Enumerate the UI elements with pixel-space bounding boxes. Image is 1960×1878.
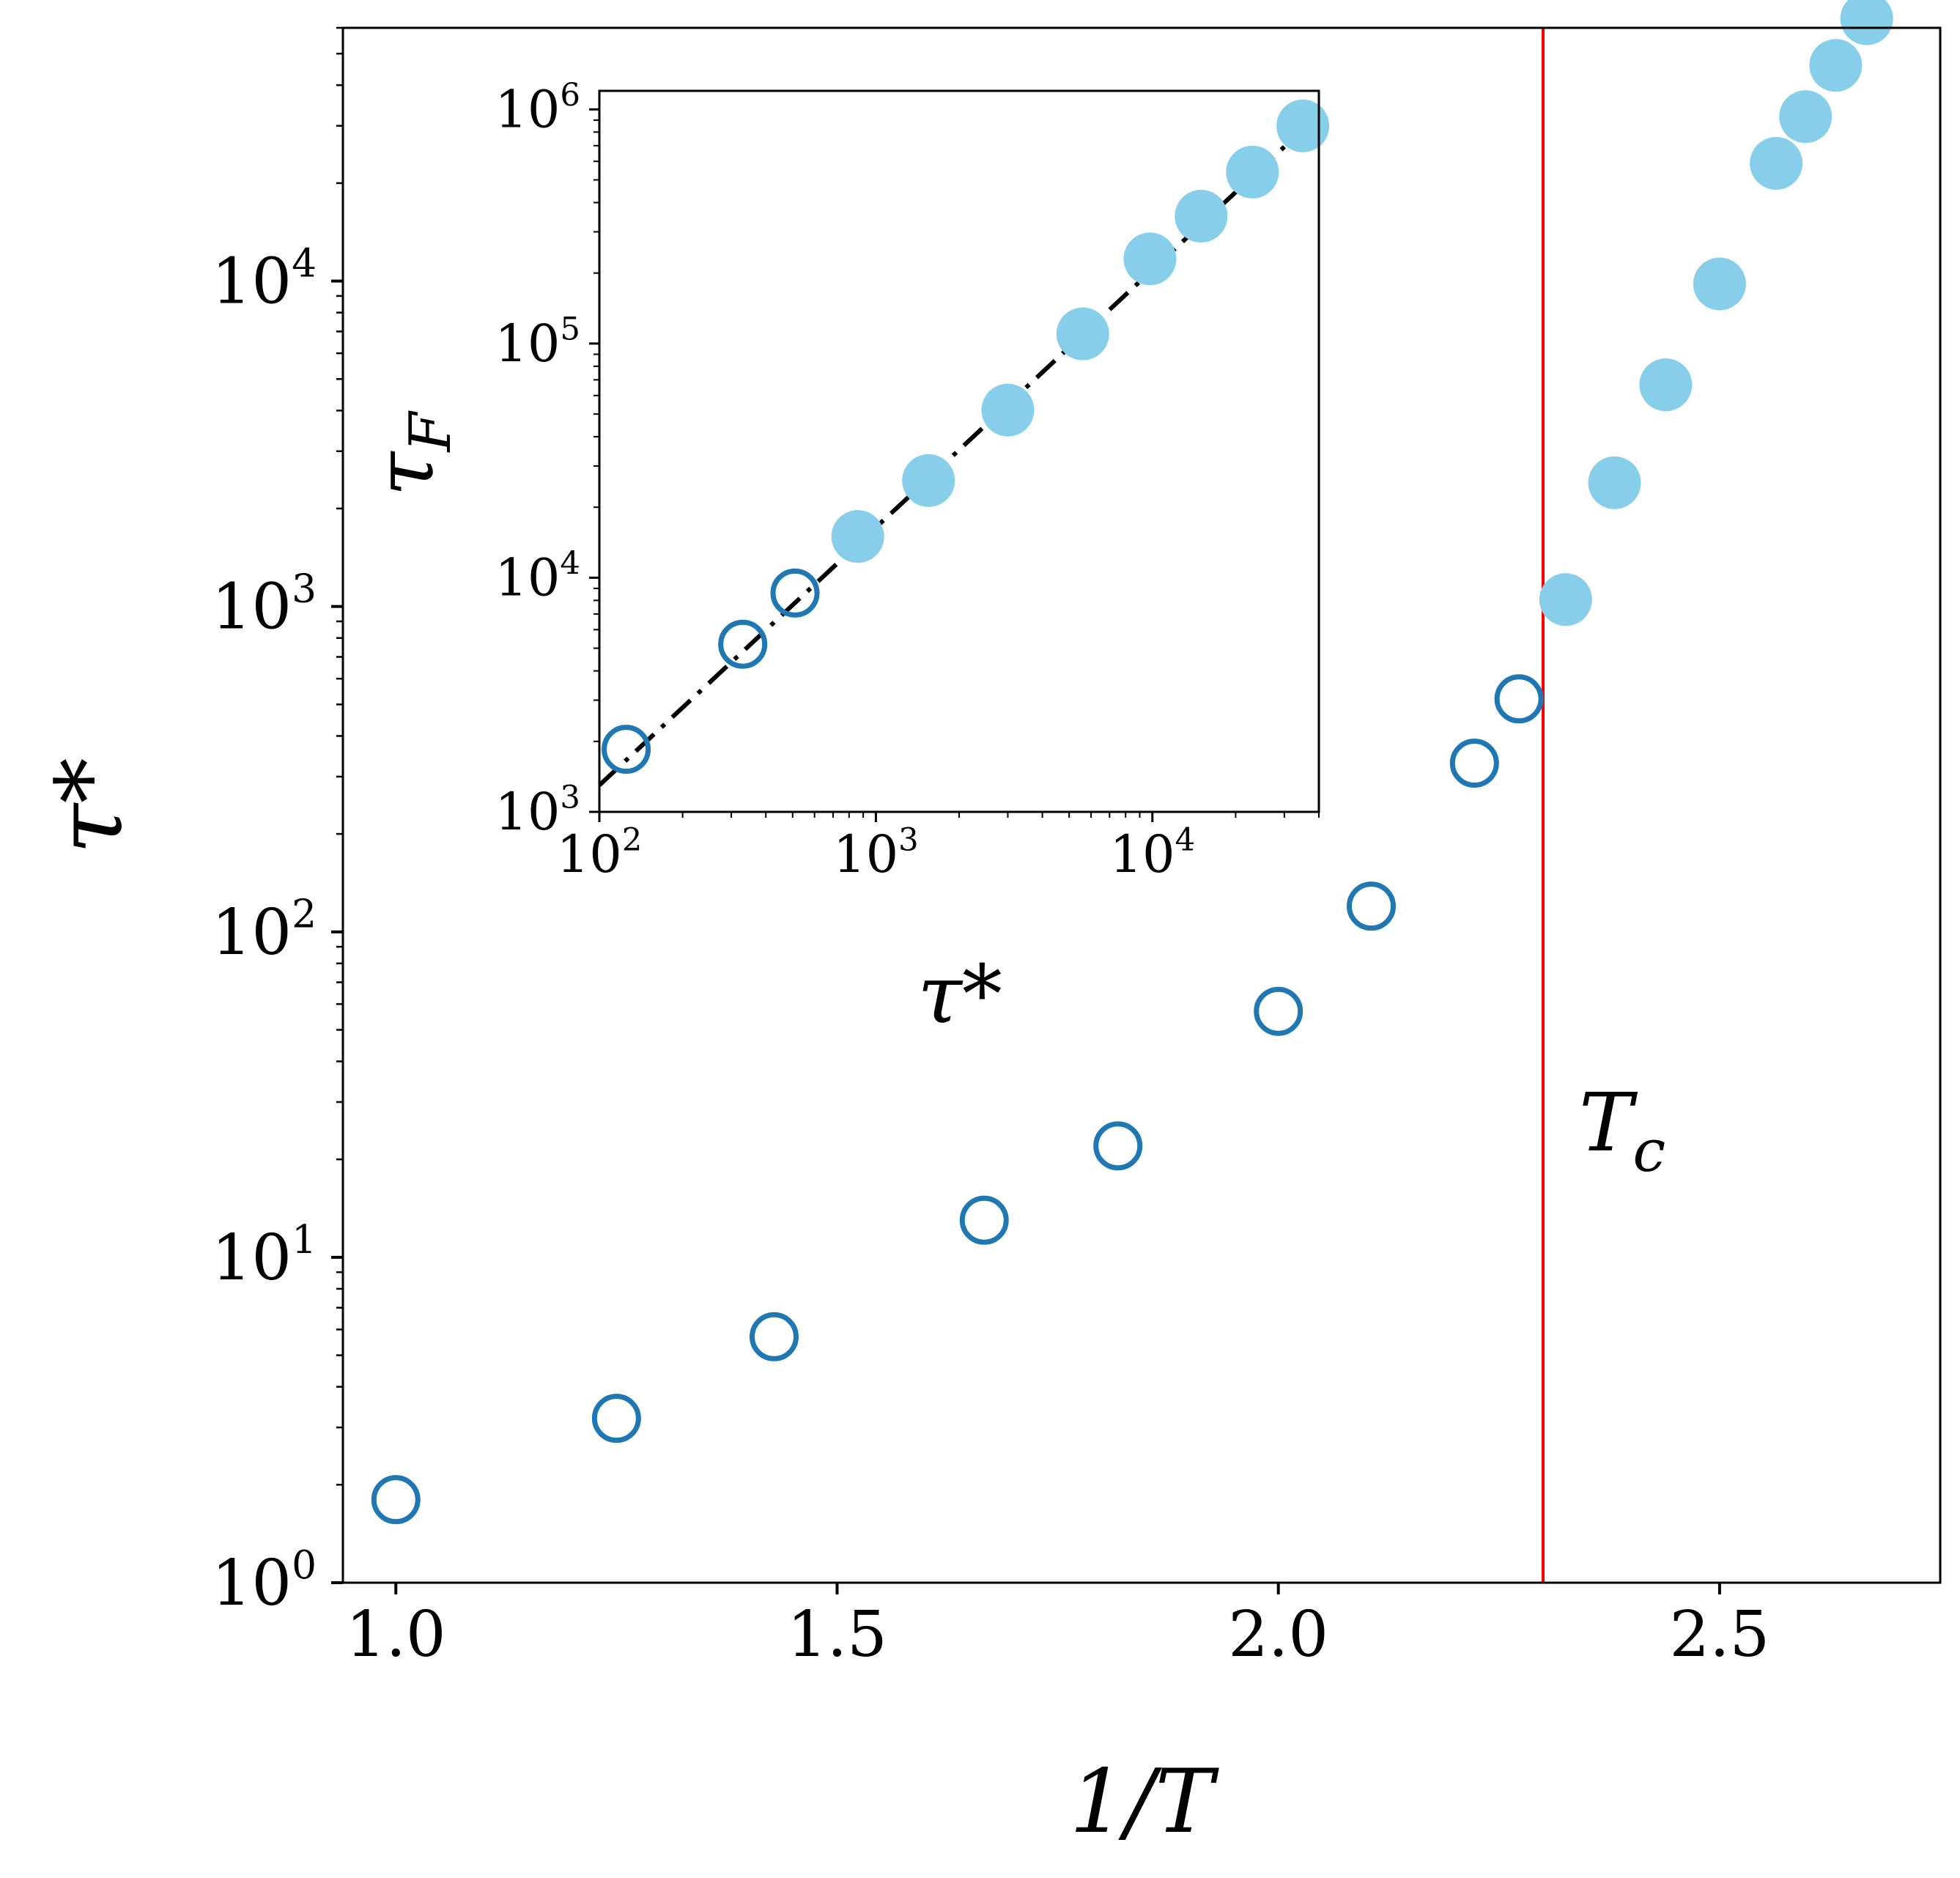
inset-data-point-filled xyxy=(1276,99,1330,152)
y-tick-label: 104 xyxy=(212,240,317,318)
y-tick-label: 103 xyxy=(212,566,317,644)
data-point-filled xyxy=(1779,90,1833,144)
inset-data-point-filled xyxy=(902,454,955,507)
y-tick-label: 100 xyxy=(212,1542,317,1620)
inset-data-point-filled xyxy=(1175,190,1228,243)
data-point-open xyxy=(591,1394,641,1443)
inset-y-tick-label: 105 xyxy=(495,311,580,373)
x-tick-label: 1.0 xyxy=(346,1598,446,1671)
data-point-open xyxy=(1093,1121,1143,1171)
inset-x-tick-label: 103 xyxy=(833,822,919,884)
y-tick-label: 101 xyxy=(212,1217,317,1295)
data-point-open xyxy=(1449,739,1499,788)
data-point-open xyxy=(371,1475,421,1525)
data-point-filled xyxy=(1750,136,1803,190)
data-point-filled xyxy=(1639,358,1693,412)
inset-x-axis-title: τ* xyxy=(917,947,1002,1041)
inset-axes-frame xyxy=(598,89,1320,813)
data-point-filled xyxy=(1588,456,1641,509)
inset-data-point-filled xyxy=(1226,145,1279,199)
data-point-open xyxy=(749,1312,799,1361)
inset-data-point-filled xyxy=(1056,307,1109,361)
x-tick-label: 2.0 xyxy=(1228,1598,1328,1671)
inset-y-tick-label: 103 xyxy=(495,780,580,842)
inset-y-tick-label: 106 xyxy=(495,77,580,139)
inset-x-tick-label: 102 xyxy=(557,822,643,884)
inset-data-point-open xyxy=(718,619,768,669)
data-point-open xyxy=(959,1195,1009,1245)
tc-annotation: Tc xyxy=(1579,1076,1665,1185)
y-axis-title: τ* xyxy=(37,758,143,854)
data-point-filled xyxy=(1693,257,1746,311)
data-point-filled xyxy=(1809,39,1863,92)
inset-data-point-filled xyxy=(831,510,884,563)
y-tick-label: 102 xyxy=(212,892,317,969)
data-point-open xyxy=(1347,881,1397,931)
inset-data-point-filled xyxy=(1123,232,1177,286)
inset-data-point-open xyxy=(602,725,651,775)
main-axes-frame xyxy=(341,26,1942,1584)
data-point-filled xyxy=(1840,0,1893,45)
inset-x-tick-label: 104 xyxy=(1109,822,1195,884)
x-tick-label: 2.5 xyxy=(1670,1598,1770,1671)
x-axis-title: 1/T xyxy=(1070,1751,1220,1853)
inset-data-point-open xyxy=(770,568,820,618)
data-point-open xyxy=(1254,986,1303,1036)
inset-y-axis-title: τF xyxy=(358,410,464,497)
data-point-filled xyxy=(1539,573,1592,626)
inset-y-tick-label: 104 xyxy=(495,545,580,607)
x-tick-label: 1.5 xyxy=(787,1598,887,1671)
inset-data-point-filled xyxy=(981,383,1035,437)
data-point-open xyxy=(1494,674,1544,724)
